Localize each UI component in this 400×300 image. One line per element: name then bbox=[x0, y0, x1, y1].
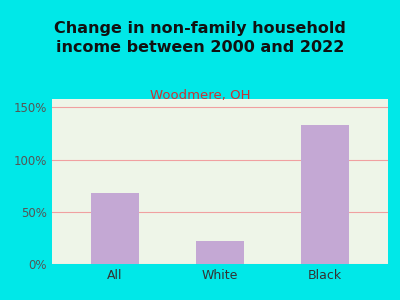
Text: Woodmere, OH: Woodmere, OH bbox=[150, 88, 250, 101]
Bar bbox=[91, 193, 139, 264]
Bar bbox=[301, 125, 349, 264]
Bar bbox=[196, 241, 244, 264]
Text: Change in non-family household
income between 2000 and 2022: Change in non-family household income be… bbox=[54, 21, 346, 55]
